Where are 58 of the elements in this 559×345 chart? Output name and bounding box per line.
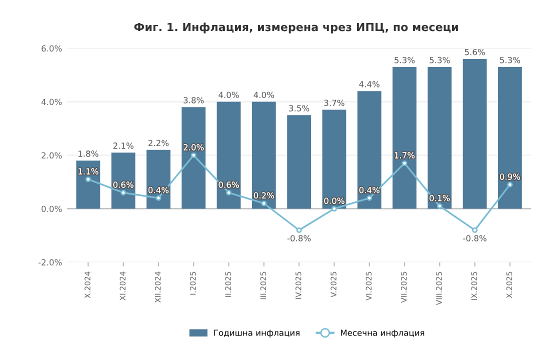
data-label: 3.7% (324, 100, 344, 106)
bar (357, 91, 382, 209)
bar (146, 150, 170, 209)
point (261, 200, 267, 206)
y-tick-label: -2.0% (38, 259, 62, 266)
data-label: 0.4% (359, 186, 380, 194)
point (120, 190, 126, 196)
bar (182, 107, 206, 209)
data-label: 0.0% (324, 198, 344, 204)
data-label: 4.0% (254, 92, 274, 98)
legend-label: Месечна инфлация (340, 330, 424, 338)
bar (322, 110, 346, 209)
data-label: 0.6% (113, 182, 134, 188)
bar (252, 102, 276, 209)
y-tick-label: 4.0% (41, 98, 62, 106)
data-label: 0.4% (148, 186, 169, 194)
data-label: 0.9% (500, 174, 520, 180)
point (331, 206, 337, 212)
data-label: 5.6% (464, 48, 485, 56)
y-tick-label: 2.0% (42, 152, 62, 159)
data-label: 4.0% (218, 92, 239, 98)
bar (392, 67, 416, 209)
point (402, 160, 408, 166)
point (366, 195, 372, 201)
data-label: 5.3% (500, 56, 520, 64)
y-tick-label: 0.0% (42, 206, 62, 212)
data-label: 3.8% (184, 97, 204, 104)
point (226, 190, 232, 196)
legend-label: Годишна инфлация (214, 330, 300, 338)
point (296, 227, 302, 233)
bar (428, 67, 452, 209)
data-label: 5.3% (394, 56, 415, 64)
data-label: 0.1% (430, 194, 450, 202)
point (85, 176, 91, 182)
data-label: 1.7% (394, 152, 415, 158)
point (472, 227, 478, 233)
data-label: 0.2% (254, 192, 274, 199)
bar (287, 115, 312, 209)
bar (462, 58, 487, 209)
point (190, 152, 196, 158)
bar (498, 67, 522, 209)
data-label: -0.8% (463, 235, 486, 242)
data-label: 5.3% (430, 56, 450, 64)
data-label: 1.8% (78, 150, 98, 157)
chart-title: Фиг. 1. Инфлация, измерена чрез ИПЦ, по месеци (134, 22, 458, 34)
point (436, 203, 442, 209)
data-label: 2.2% (148, 140, 169, 146)
y-tick-label: 6.0% (42, 45, 62, 52)
data-label: 3.5% (289, 105, 310, 112)
data-label: 2.0% (184, 144, 204, 150)
data-label: 4.4% (359, 81, 380, 88)
bar (216, 102, 241, 209)
point (156, 195, 162, 201)
point (507, 182, 513, 188)
data-label: -0.8% (287, 235, 311, 242)
data-label: 1.1% (78, 168, 98, 174)
data-label: 2.1% (113, 142, 134, 149)
data-label: 0.6% (218, 182, 239, 188)
